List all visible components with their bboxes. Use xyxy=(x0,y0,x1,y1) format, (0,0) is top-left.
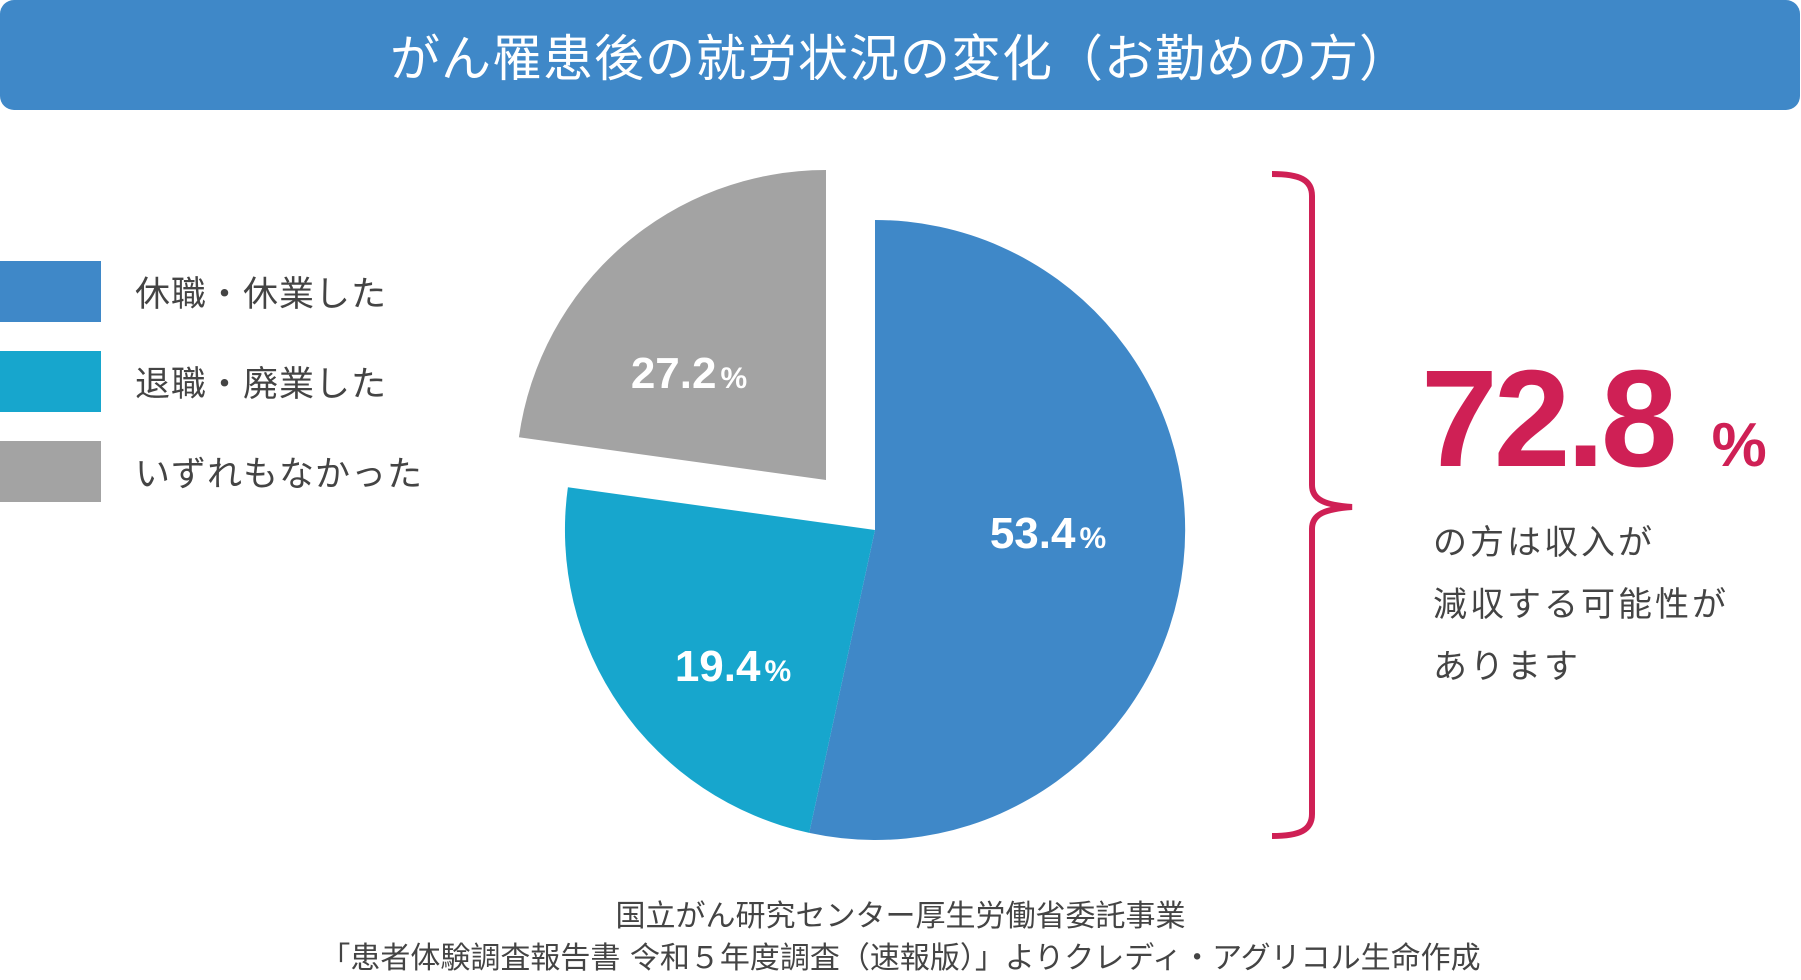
highlight-stat: 72.8% xyxy=(1421,340,1767,499)
highlight-note: の方は収入が 減収する可能性が あります xyxy=(1433,512,1729,698)
legend-label: 休職・休業した xyxy=(135,275,388,315)
pie-slice-retired xyxy=(564,487,875,833)
legend-swatch-gray xyxy=(0,441,101,502)
highlight-value: 72.8 xyxy=(1421,342,1678,496)
pie-label-leave: 53.4% xyxy=(990,509,1106,558)
pie-label-none: 27.2% xyxy=(631,349,747,398)
legend-item-leave: 休職・休業した xyxy=(0,261,520,322)
chart-title: がん罹患後の就労状況の変化（お勤めの方） xyxy=(390,30,1410,88)
source-line-1: 国立がん研究センター厚生労働省委託事業 xyxy=(615,899,1186,934)
source-line-2: 「患者体験調査報告書 令和５年度調査（速報版）」よりクレディ・アグリコル生命作成 xyxy=(320,941,1481,976)
legend-swatch-blue xyxy=(0,261,101,322)
legend-swatch-cyan xyxy=(0,351,101,412)
pie-slice-none xyxy=(518,170,826,480)
source-note: 国立がん研究センター厚生労働省委託事業 「患者体験調査報告書 令和５年度調査（速… xyxy=(0,896,1801,980)
pie-label-retired: 19.4% xyxy=(675,642,791,691)
legend-item-none: いずれもなかった xyxy=(0,441,520,502)
highlight-unit: % xyxy=(1711,411,1767,480)
bracket-icon xyxy=(1271,171,1353,839)
legend-label: 退職・廃業した xyxy=(135,365,388,405)
note-line-1: の方は収入が xyxy=(1433,523,1655,563)
legend-label: いずれもなかった xyxy=(135,455,424,495)
legend-item-retired: 退職・廃業した xyxy=(0,351,520,412)
pie-slice-leave xyxy=(809,219,1186,840)
title-banner: がん罹患後の就労状況の変化（お勤めの方） xyxy=(0,0,1800,110)
note-line-2: 減収する可能性が xyxy=(1433,585,1729,625)
note-line-3: あります xyxy=(1433,647,1581,687)
